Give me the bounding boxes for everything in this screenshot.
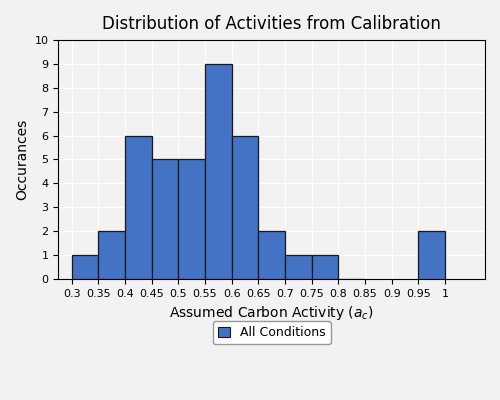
Bar (312, 255, 338, 279)
Bar (125, 136, 152, 279)
Title: Distribution of Activities from Calibration: Distribution of Activities from Calibrat… (102, 15, 441, 33)
X-axis label: Assumed Carbon Activity ($a_c$): Assumed Carbon Activity ($a_c$) (169, 304, 374, 322)
Bar (258, 231, 285, 279)
Bar (205, 64, 232, 279)
Bar (98, 231, 125, 279)
Legend: All Conditions: All Conditions (212, 321, 330, 344)
Bar (72, 255, 99, 279)
Bar (232, 136, 258, 279)
Bar (152, 160, 178, 279)
Bar (285, 255, 312, 279)
Bar (178, 160, 205, 279)
Bar (418, 231, 445, 279)
Y-axis label: Occurances: Occurances (15, 119, 29, 200)
